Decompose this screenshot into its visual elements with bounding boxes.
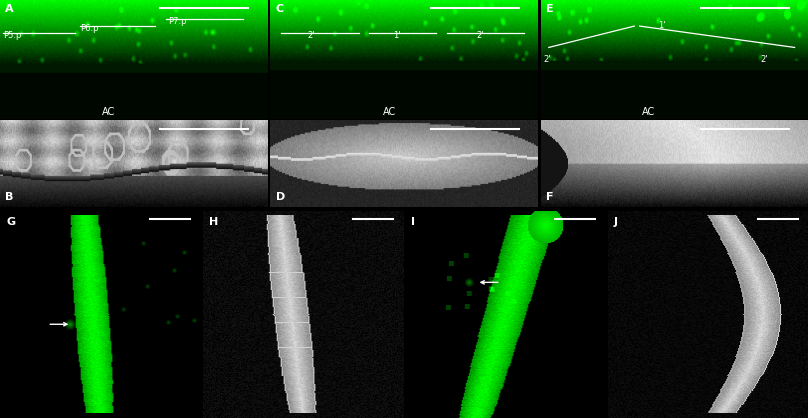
Text: F: F xyxy=(546,192,553,202)
Text: AC: AC xyxy=(383,107,396,117)
Text: D: D xyxy=(276,192,285,202)
Text: 2': 2' xyxy=(308,31,315,40)
Text: C: C xyxy=(276,4,284,13)
Text: I: I xyxy=(411,217,415,227)
Text: B: B xyxy=(6,192,14,202)
Text: J: J xyxy=(614,217,618,227)
Text: 1': 1' xyxy=(659,21,666,31)
Text: 2': 2' xyxy=(476,31,484,40)
Text: P5.p: P5.p xyxy=(2,31,21,40)
Text: H: H xyxy=(208,217,218,227)
Text: 2': 2' xyxy=(544,54,551,64)
Text: AC: AC xyxy=(102,107,115,117)
Text: 1': 1' xyxy=(393,31,401,40)
Text: 2': 2' xyxy=(760,54,768,64)
Text: P7.p: P7.p xyxy=(168,17,187,25)
Text: E: E xyxy=(546,4,553,13)
Text: A: A xyxy=(6,4,14,13)
Text: P6.p: P6.p xyxy=(80,24,99,33)
Text: G: G xyxy=(6,217,15,227)
Text: AC: AC xyxy=(642,107,655,117)
